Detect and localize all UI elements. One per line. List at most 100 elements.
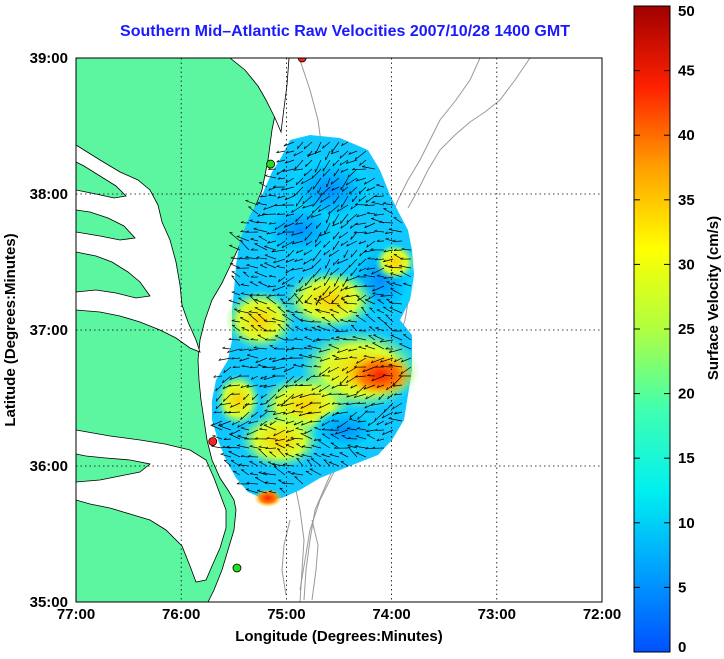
station-markers (208, 58, 307, 573)
vector-arrow (390, 334, 403, 341)
vector-arrowhead (347, 436, 351, 439)
vector-arrowhead (286, 284, 290, 287)
vector-arrow (319, 357, 331, 362)
vector-arrowhead (329, 428, 333, 431)
vector-arrowhead (281, 357, 284, 360)
vector-arrowhead (274, 417, 278, 419)
vector-arrowhead (230, 256, 234, 259)
vector-arrow (251, 411, 259, 418)
vector-arrow (233, 470, 241, 476)
vector-arrow (372, 342, 385, 350)
vector-arrow (331, 141, 340, 153)
vector-arrowhead (251, 397, 254, 401)
vector-arrow (356, 295, 367, 305)
vector-arrow (346, 294, 358, 298)
vector-arrow (387, 393, 394, 400)
vector-arrowhead (358, 345, 362, 348)
vector-arrow (355, 435, 367, 440)
vector-arrowhead (268, 490, 272, 492)
vector-arrow (268, 194, 277, 197)
vector-arrow (338, 393, 349, 395)
vector-arrow (319, 231, 331, 237)
vector-arrowhead (316, 308, 320, 311)
vector-arrow (222, 384, 232, 390)
vector-arrow (273, 258, 286, 264)
vector-arrowhead (282, 301, 286, 304)
vector-arrow (230, 460, 241, 467)
vector-arrow (254, 307, 268, 314)
vector-arrowhead (301, 422, 304, 426)
vector-arrow (266, 231, 277, 235)
station-marker-delmarva-site (266, 159, 276, 169)
vector-arrow (274, 335, 286, 341)
vector-arrow (401, 357, 412, 363)
vector-arrowhead (385, 347, 389, 350)
vector-arrowhead (306, 216, 309, 220)
vector-arrow (331, 375, 340, 381)
vector-arrow (275, 393, 286, 399)
vector-arrowhead (313, 438, 317, 441)
chesapeake-bay (76, 144, 201, 353)
vector-arrowhead (291, 346, 295, 349)
vector-arrowhead (215, 388, 217, 392)
vector-arrowhead (295, 182, 298, 186)
vector-arrowhead (240, 230, 244, 232)
delaware-bay (229, 58, 290, 134)
vector-arrowhead (249, 293, 253, 296)
vector-arrowhead (320, 199, 323, 203)
vector-arrowhead (363, 284, 367, 287)
vector-arrow (357, 402, 367, 405)
vector-arrow (362, 366, 376, 373)
vector-arrowhead (276, 150, 280, 154)
vector-arrow (310, 213, 322, 218)
vector-arrow (364, 345, 376, 350)
vector-arrowhead (303, 261, 306, 265)
vector-arrow (332, 355, 340, 359)
vector-arrowhead (268, 357, 272, 360)
vector-arrow (403, 334, 412, 341)
vector-arrowhead (318, 208, 321, 212)
vector-arrowhead (311, 265, 313, 269)
vector-arrow (231, 320, 241, 323)
vector-arrowhead (383, 259, 386, 263)
vector-arrowhead (364, 345, 369, 347)
vector-arrowhead (347, 319, 351, 322)
vector-arrow (228, 384, 241, 387)
y-axis-label: Latitude (Degrees:Minutes) (2, 233, 19, 426)
vector-arrow (317, 326, 331, 332)
vector-arrow (348, 150, 358, 155)
vector-arrow (213, 375, 223, 378)
vector-arrow (229, 232, 241, 242)
vector-arrow (257, 202, 268, 206)
vector-arrow (226, 446, 241, 449)
vector-arrow (283, 393, 295, 404)
plot-frame (75, 57, 603, 603)
vector-arrowhead (307, 411, 310, 415)
vector-arrowhead (364, 405, 367, 409)
vector-arrow (346, 428, 358, 431)
vector-arrow (230, 257, 241, 260)
vector-arrow (356, 357, 367, 364)
vector-arrow (264, 482, 277, 485)
vector-arrowhead (327, 369, 331, 373)
vector-arrow (304, 328, 313, 332)
vector-arrow (356, 177, 367, 182)
vector-arrow (282, 314, 295, 323)
vector-arrowhead (237, 444, 241, 446)
vector-arrow (260, 402, 268, 406)
vector-arrowhead (353, 285, 357, 288)
vector-arrow (222, 347, 232, 350)
vector-arrowhead (282, 169, 286, 172)
vector-arrowhead (251, 414, 253, 418)
vector-arrow (303, 309, 313, 314)
vector-arrowhead (223, 370, 226, 374)
vector-arrow (302, 195, 313, 205)
vector-arrowhead (231, 275, 235, 278)
vector-arrowhead (213, 410, 217, 414)
vector-arrowhead (282, 230, 286, 233)
vector-arrow (248, 313, 259, 323)
vector-arrow (259, 428, 268, 431)
vector-arrow (379, 339, 394, 343)
vector-arrow (263, 424, 277, 431)
vector-arrowhead (248, 313, 252, 315)
